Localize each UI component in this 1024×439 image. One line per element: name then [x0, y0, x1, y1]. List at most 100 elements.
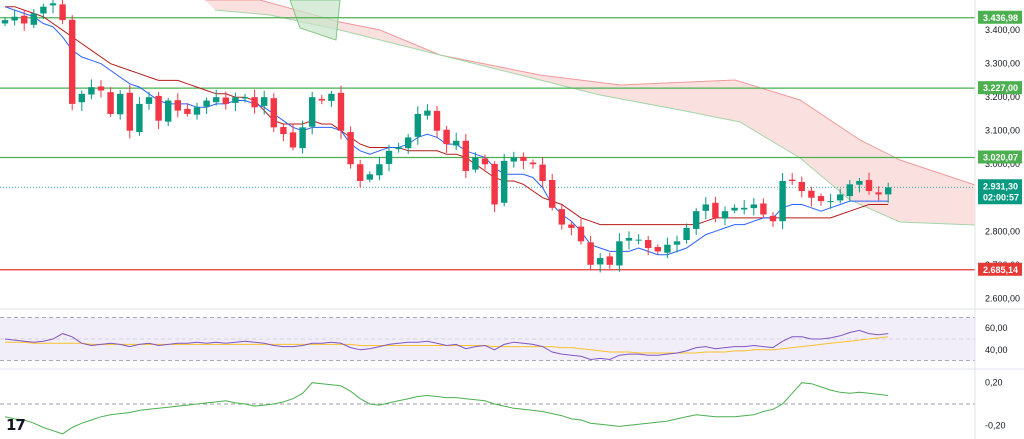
- candle-body: [414, 113, 421, 137]
- price-tick-label: 2.600,00: [985, 293, 1020, 303]
- candle-body: [693, 211, 700, 229]
- cloud-green-area: [289, 0, 341, 41]
- candle-body: [97, 86, 105, 91]
- candle-body: [126, 92, 133, 131]
- candle-body: [241, 97, 249, 99]
- candle-body: [721, 211, 729, 219]
- rsi-line: [4, 329, 889, 361]
- candle-body: [760, 203, 767, 215]
- oscillator-tick-label: 0,20: [985, 378, 1003, 388]
- candle-body: [827, 201, 834, 203]
- level-tag: [978, 262, 1022, 276]
- candle-body: [261, 97, 268, 106]
- price-tick-label: 3.100,00: [985, 126, 1020, 136]
- candle-body: [568, 224, 575, 228]
- candle-body: [222, 97, 229, 104]
- candle-body: [539, 164, 546, 181]
- candle-body: [328, 93, 335, 101]
- level-tag: [978, 150, 1022, 164]
- level-tag-label: 3.227,00: [983, 83, 1018, 93]
- candle-body: [443, 129, 450, 145]
- candle-body: [232, 97, 239, 103]
- candle-body: [501, 160, 508, 203]
- candle-body: [865, 179, 873, 192]
- candle-body: [808, 190, 815, 198]
- candle-body: [635, 239, 642, 241]
- candle-body: [741, 207, 748, 210]
- price-tick-label: 3.200,00: [985, 92, 1020, 102]
- countdown-label: 02:00:57: [983, 192, 1019, 202]
- candle-body: [731, 207, 738, 211]
- oscillator-line: [4, 382, 889, 435]
- candle-body: [683, 227, 690, 240]
- candle-body: [846, 184, 853, 197]
- price-tick-label: 3.000,00: [985, 159, 1020, 169]
- oscillator-tick-label: -0,20: [985, 420, 1006, 430]
- kijun-line: [5, 6, 889, 226]
- candle-body: [347, 132, 354, 165]
- rsi-pane[interactable]: [0, 308, 1024, 362]
- candle-body: [702, 204, 709, 211]
- candle-body: [107, 92, 114, 114]
- candle-body: [453, 140, 460, 146]
- candle-body: [193, 107, 201, 115]
- candle-body: [462, 140, 469, 171]
- current-price-label: 2.931,30: [983, 181, 1018, 191]
- candle-body: [184, 108, 191, 114]
- candle-body: [78, 93, 85, 103]
- candle-body: [40, 6, 47, 14]
- candle-body: [30, 13, 37, 25]
- level-tag: [978, 10, 1022, 24]
- candlestick-series[interactable]: [1, 0, 892, 273]
- candle-body: [366, 174, 373, 180]
- candle-body: [597, 258, 604, 265]
- candle-body: [155, 95, 162, 121]
- candle-body: [779, 180, 786, 222]
- candle-body: [280, 127, 287, 135]
- candle-body: [491, 163, 498, 205]
- candle-body: [616, 241, 623, 266]
- current-price-tag: [978, 179, 1022, 205]
- level-tag-label: 3.020,07: [983, 153, 1018, 163]
- level-tag-label: 2.685,14: [983, 265, 1018, 275]
- candle-body: [145, 97, 153, 104]
- candle-body: [165, 100, 172, 122]
- level-tag-label: 3.436,98: [983, 13, 1018, 23]
- candle-body: [625, 237, 633, 241]
- candle-body: [856, 180, 863, 185]
- candle-body: [376, 164, 383, 176]
- candle-body: [424, 110, 431, 116]
- candle-body: [577, 226, 585, 242]
- candle-body: [654, 247, 661, 252]
- candle-body: [606, 256, 613, 265]
- candle-body: [117, 93, 124, 115]
- price-tick-label: 3.400,00: [985, 25, 1020, 35]
- candle-body: [789, 179, 796, 181]
- candle-body: [798, 181, 805, 192]
- candle-body: [213, 97, 220, 103]
- horizontal-levels[interactable]: [0, 17, 975, 271]
- candle-body: [289, 132, 297, 148]
- oscillator-pane[interactable]: [0, 368, 1024, 435]
- cloud-red-area: [205, 0, 975, 225]
- candle-body: [645, 239, 652, 249]
- candle-body: [49, 3, 57, 6]
- candle-body: [395, 147, 402, 150]
- candle-body: [405, 137, 412, 149]
- candle-body: [817, 196, 825, 202]
- rsi-tick-label: 60,00: [985, 323, 1008, 333]
- candle-body: [385, 150, 393, 164]
- candle-body: [21, 15, 28, 24]
- candle-body: [203, 100, 210, 107]
- candle-body: [481, 158, 489, 165]
- candle-body: [11, 16, 18, 21]
- candle-body: [270, 98, 277, 128]
- tradingview-logo[interactable]: 17: [6, 416, 26, 434]
- candle-body: [558, 209, 565, 225]
- candle-body: [769, 215, 777, 222]
- candle-body: [299, 127, 306, 149]
- candle-body: [529, 162, 537, 165]
- candle-body: [174, 100, 181, 111]
